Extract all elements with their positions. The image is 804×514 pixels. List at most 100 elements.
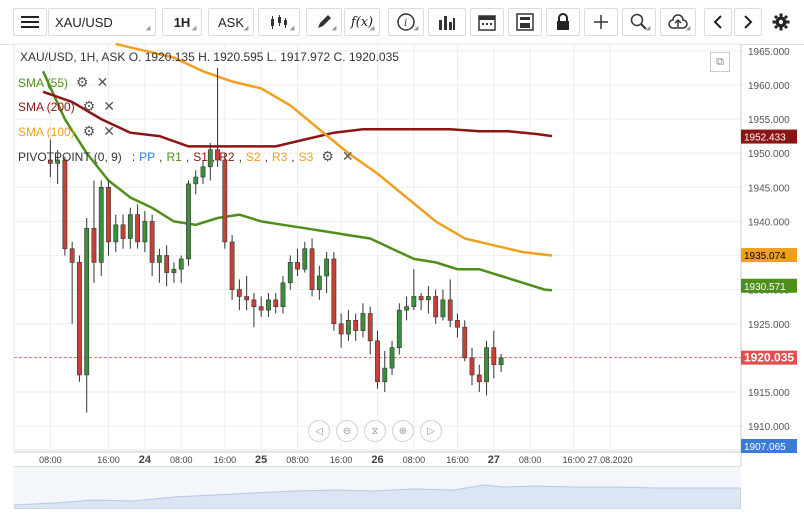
bar-chart-icon[interactable]	[428, 8, 466, 36]
candle-body	[440, 299, 446, 318]
legend-sma-55-label: SMA (55)	[18, 75, 69, 90]
save-icon[interactable]	[508, 8, 542, 36]
candle-body	[244, 296, 250, 301]
gear-icon[interactable]: ⚙	[82, 98, 96, 114]
x-tick-label: 08:00	[519, 455, 542, 465]
candle-body	[120, 224, 126, 239]
candle-body	[135, 214, 140, 243]
ohlc-readout: XAU/USD, 1H, ASK O. 1920.135 H. 1920.595…	[20, 50, 399, 64]
candle-body	[324, 258, 330, 277]
candle-body	[164, 255, 170, 273]
candle-body	[404, 306, 409, 311]
zoom-in-icon[interactable]: ⊕	[392, 420, 414, 442]
timeframe-selector[interactable]: 1H	[162, 8, 202, 36]
candle-body	[491, 347, 497, 366]
forward-icon[interactable]	[734, 8, 762, 36]
symbol-selector[interactable]: XAU/USD	[48, 8, 156, 36]
y-tick-label: 1940.000	[748, 217, 790, 228]
pivot-name: PIVOTPOINT (0, 9)	[18, 149, 122, 164]
candle-body	[316, 275, 322, 290]
close-icon[interactable]: ✕	[96, 74, 109, 90]
x-tick-label: 27.08.2020	[588, 455, 633, 465]
menu-icon[interactable]	[13, 8, 47, 36]
function-icon[interactable]: f(x)	[344, 8, 380, 36]
candle-body	[142, 221, 148, 243]
chart-navigation: ◁ ⊖ ⧖ ⊕ ▷	[308, 420, 442, 442]
candle-body	[207, 149, 213, 168]
candle-body	[396, 309, 402, 348]
crosshair-icon[interactable]	[584, 8, 618, 36]
y-tick-label: 1945.000	[748, 183, 790, 194]
toolbar: XAU/USD 1H ASK f(x) i	[0, 0, 804, 45]
calendar-icon[interactable]	[470, 8, 504, 36]
candle-body	[91, 227, 97, 263]
candle-body	[273, 299, 279, 308]
close-icon[interactable]: ✕	[103, 123, 115, 139]
info-icon[interactable]: i	[388, 8, 424, 36]
legend-pivot[interactable]: PIVOTPOINT (0, 9) : PP, R1, S1, R2, S2, …	[18, 148, 354, 164]
candle-body	[418, 296, 424, 301]
candle-body	[280, 282, 286, 308]
x-tick-label: 08:00	[403, 455, 426, 465]
x-tick-label: 26	[371, 454, 383, 466]
candle-body	[157, 255, 162, 263]
candle-body	[178, 258, 184, 270]
legend-sma-55[interactable]: SMA (55) ⚙ ✕	[18, 74, 108, 91]
upload-icon[interactable]	[660, 8, 696, 36]
zoom-icon[interactable]	[622, 8, 656, 36]
x-tick-label: 16:00	[214, 455, 237, 465]
series-layer	[14, 42, 741, 359]
legend-sma-100[interactable]: SMA (100) ⚙ ✕	[18, 123, 115, 140]
gear-icon[interactable]: ⚙	[321, 148, 334, 164]
candle-body	[186, 183, 191, 260]
gear-icon[interactable]: ⚙	[76, 74, 89, 90]
x-tick-label: 16:00	[446, 455, 469, 465]
candle-body	[229, 241, 235, 290]
candle-body	[193, 176, 199, 185]
navigator-sparkline	[13, 484, 742, 510]
candle-body	[236, 289, 242, 297]
zoom-glyph	[630, 13, 647, 30]
gear-icon[interactable]: ⚙	[82, 123, 96, 139]
gear-glyph	[772, 13, 790, 31]
value-marker-label: 1920.035	[744, 351, 794, 365]
candle-body	[469, 357, 475, 376]
menu-icon-glyph	[21, 16, 39, 28]
lock-icon[interactable]	[546, 8, 580, 36]
scroll-left-icon[interactable]: ◁	[308, 420, 330, 442]
candle-body	[62, 159, 68, 250]
price-type-selector[interactable]: ASK	[208, 8, 254, 36]
x-tick-label: 27	[488, 454, 500, 466]
ohlc-text: XAU/USD, 1H, ASK O. 1920.135 H. 1920.595…	[20, 50, 399, 64]
forward-glyph	[744, 15, 753, 29]
x-tick-label: 16:00	[563, 455, 586, 465]
bars-glyph	[439, 16, 455, 30]
candle-body	[462, 326, 468, 359]
x-tick-label: 16:00	[97, 455, 120, 465]
candle-body	[302, 248, 308, 270]
value-marker-label: 1930.571	[744, 282, 786, 293]
candle-body	[222, 159, 228, 243]
candle-body	[367, 313, 373, 342]
scroll-right-icon[interactable]: ▷	[420, 420, 442, 442]
legend-sma-200[interactable]: SMA (200) ⚙ ✕	[18, 98, 115, 115]
candle-body	[69, 248, 75, 263]
settings-icon[interactable]	[766, 8, 796, 36]
reset-view-icon[interactable]: ⧖	[364, 420, 386, 442]
close-icon[interactable]: ✕	[341, 148, 354, 164]
candle-body	[309, 248, 315, 290]
back-icon[interactable]	[704, 8, 732, 36]
navigator-panel[interactable]	[13, 466, 742, 510]
calendar-glyph	[478, 15, 496, 31]
svg-text:i: i	[404, 18, 407, 29]
legend-sma-100-label: SMA (100)	[18, 124, 75, 139]
expand-icon[interactable]: ⧉	[710, 52, 730, 72]
pivot-r3: R3	[271, 149, 288, 164]
zoom-out-icon[interactable]: ⊖	[336, 420, 358, 442]
candle-body	[498, 357, 504, 366]
candle-type-icon[interactable]	[258, 8, 300, 36]
close-icon[interactable]: ✕	[103, 98, 115, 114]
draw-pencil-icon[interactable]	[306, 8, 342, 36]
candle-body	[287, 262, 293, 284]
